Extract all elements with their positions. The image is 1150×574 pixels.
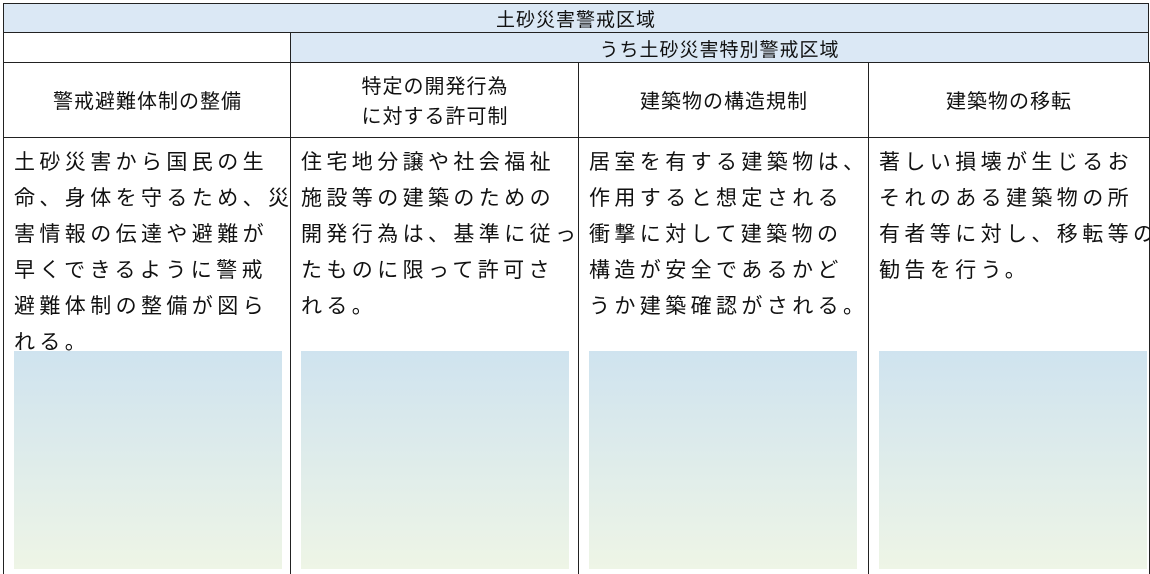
subtitle-cell: うち土砂災害特別警戒区域: [290, 32, 1149, 63]
illustration: [879, 351, 1147, 569]
body-line: 土砂災害から国民の生: [14, 150, 268, 174]
body-line: 住宅地分譲や社会福祉: [301, 150, 555, 174]
body-line: 居室を有する建築物は、: [589, 150, 869, 174]
body-line: たものに限って許可さ: [301, 258, 554, 282]
column-heading: 警戒避難体制の整備: [53, 88, 242, 113]
column-heading-cell: 警戒避難体制の整備: [3, 62, 291, 138]
body-line: 開発行為は、基準に従っ: [301, 222, 581, 246]
body-line: れる。: [301, 294, 378, 318]
body-line: 施設等の建築のための: [301, 186, 555, 210]
title-cell: 土砂災害警戒区域: [3, 3, 1149, 33]
body-text: 土砂災害から国民の生命、身体を守るため、災 害情報の伝達や避難が 早くできるように警…: [14, 144, 293, 360]
body-text: 著しい損壊が生じるお それのある建築物の所 有者等に対し、移転等の 勧告を行う。: [879, 144, 1150, 288]
column-body-cell: 住宅地分譲や社会福祉 施設等の建築のための開発行為は、基準に従っ たものに限って許可…: [290, 137, 579, 574]
column-heading: 建築物の構造規制: [640, 88, 808, 113]
body-line: 著しい損壊が生じるお: [879, 150, 1133, 174]
body-line: 有者等に対し、移転等の: [879, 222, 1150, 246]
subtitle: うち土砂災害特別警戒区域: [599, 38, 840, 61]
column-body-cell: 土砂災害から国民の生命、身体を守るため、災 害情報の伝達や避難が 早くできるように警…: [3, 137, 291, 574]
body-line: 構造が安全であるかど: [589, 258, 843, 282]
body-line: うか建築確認がされる。: [589, 294, 869, 318]
body-line: それのある建築物の所: [879, 186, 1133, 210]
column-body-cell: 居室を有する建築物は、 作用すると想定される 衝撃に対して建築物の 構造が安全であるか…: [578, 137, 869, 574]
body-line: 勧告を行う。: [879, 258, 1031, 282]
column-heading: に対する許可制: [361, 103, 509, 128]
illustration: [14, 351, 282, 569]
body-line: 避難体制の整備が図ら: [14, 294, 268, 318]
body-line: 衝撃に対して建築物の: [589, 222, 843, 246]
body-line: 早くできるように警戒: [14, 258, 267, 282]
body-text: 居室を有する建築物は、 作用すると想定される 衝撃に対して建築物の 構造が安全であるか…: [589, 144, 868, 324]
column-heading-cell: 特定の開発行為 に対する許可制: [290, 62, 579, 138]
body-line: 命、身体を守るため、災: [14, 186, 294, 210]
body-line: れる。: [14, 330, 91, 354]
body-line: 害情報の伝達や避難が: [14, 222, 268, 246]
illustration: [301, 351, 569, 569]
illustration: [589, 351, 857, 569]
body-line: 作用すると想定される: [589, 186, 843, 210]
column-body-cell: 著しい損壊が生じるお それのある建築物の所 有者等に対し、移転等の 勧告を行う。: [868, 137, 1150, 574]
column-heading-cell: 建築物の構造規制: [578, 62, 869, 138]
blank-cell: [3, 32, 291, 63]
column-heading: 建築物の移転: [946, 88, 1072, 113]
column-heading-cell: 建築物の移転: [868, 62, 1150, 138]
title: 土砂災害警戒区域: [495, 9, 656, 31]
body-text: 住宅地分譲や社会福祉 施設等の建築のための開発行為は、基準に従っ たものに限って許可…: [301, 144, 580, 324]
column-heading: 特定の開発行為: [361, 73, 509, 98]
